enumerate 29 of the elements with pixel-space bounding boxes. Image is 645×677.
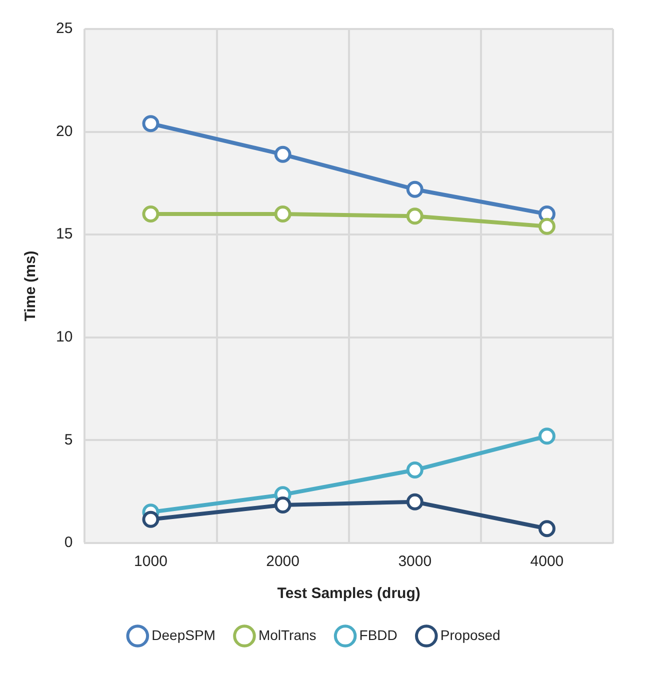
point — [406, 208, 424, 225]
legend-label: FBDD — [359, 626, 398, 643]
y-tick-label: 20 — [56, 122, 73, 140]
y-tick-label: 10 — [56, 328, 73, 346]
x-tick-label: 2000 — [266, 553, 300, 570]
point — [406, 180, 424, 198]
legend-label: DeepSPM — [152, 626, 216, 643]
x-tick-label: 4000 — [530, 553, 564, 570]
point — [142, 115, 160, 132]
point — [406, 462, 424, 479]
point — [274, 206, 292, 223]
x-tick-label: 1000 — [134, 553, 168, 570]
y-tick-label: 25 — [56, 20, 73, 38]
y-tick-label: 15 — [56, 226, 73, 243]
point — [406, 493, 424, 510]
point — [538, 520, 556, 538]
point — [142, 206, 160, 223]
x-axis-title: Test Samples (drug) — [277, 585, 420, 602]
y-axis-title: Time (ms) — [22, 250, 40, 322]
legend-label: Proposed — [440, 626, 500, 643]
point — [274, 146, 292, 163]
legend-label: MolTrans — [258, 626, 316, 643]
y-tick-label: 5 — [64, 431, 73, 448]
point — [538, 218, 556, 235]
y-tick-label: 0 — [64, 534, 73, 552]
x-tick-label: 3000 — [398, 553, 432, 570]
point — [142, 510, 160, 528]
point — [274, 496, 292, 514]
point — [538, 428, 556, 445]
